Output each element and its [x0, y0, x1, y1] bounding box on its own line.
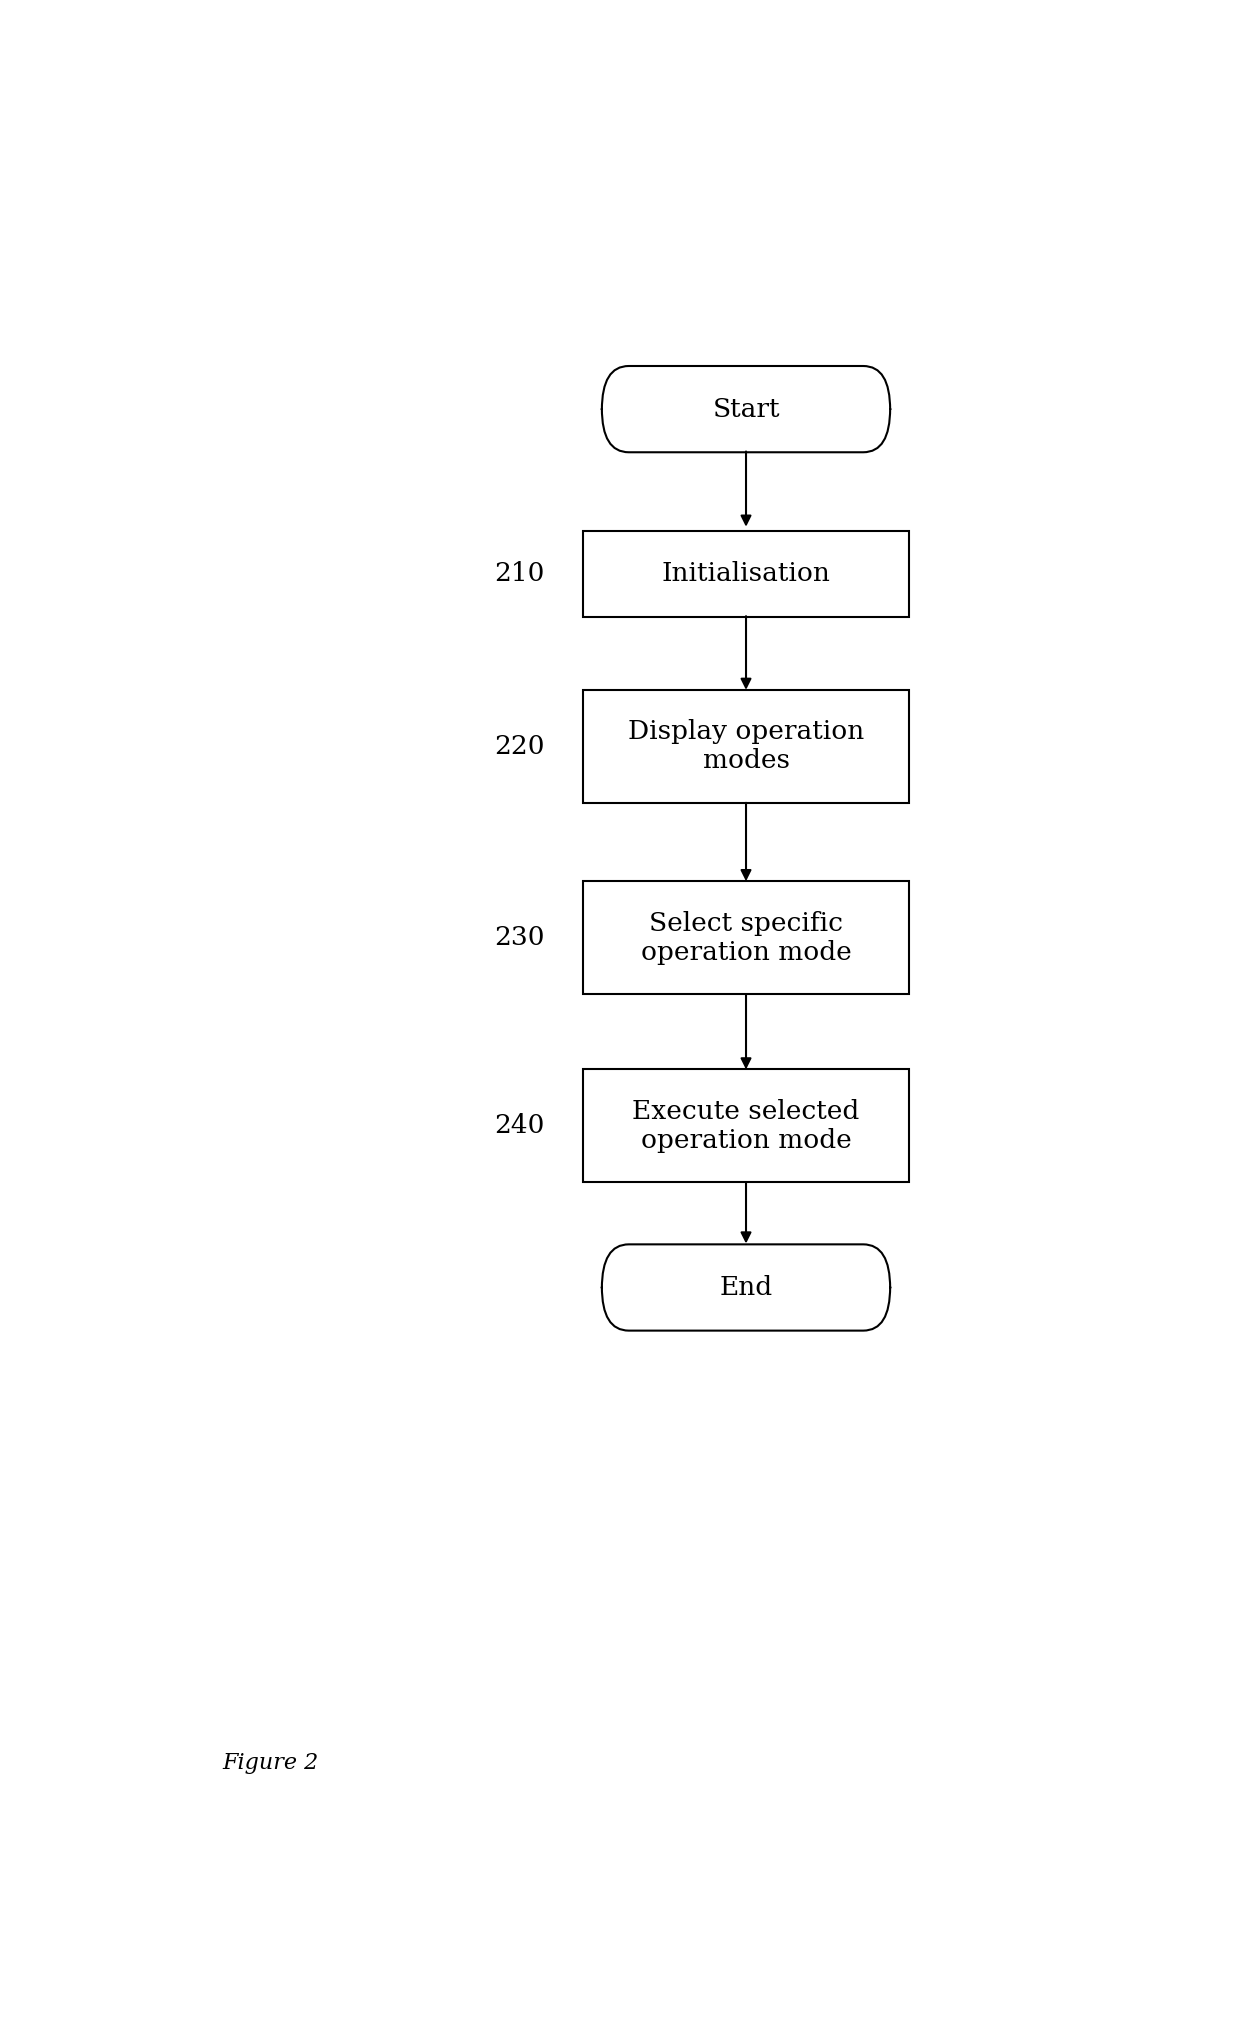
Text: Initialisation: Initialisation [662, 562, 831, 587]
Text: Start: Start [712, 397, 780, 422]
Text: 220: 220 [494, 733, 544, 760]
FancyBboxPatch shape [583, 882, 909, 994]
FancyBboxPatch shape [583, 532, 909, 617]
FancyBboxPatch shape [583, 691, 909, 803]
FancyBboxPatch shape [601, 1245, 890, 1330]
Text: 230: 230 [494, 925, 544, 949]
Text: Figure 2: Figure 2 [222, 1752, 319, 1774]
Text: 240: 240 [494, 1114, 544, 1139]
Text: 210: 210 [494, 562, 544, 587]
Text: End: End [719, 1275, 773, 1300]
Text: Execute selected
operation mode: Execute selected operation mode [632, 1098, 859, 1153]
FancyBboxPatch shape [583, 1069, 909, 1181]
Text: Display operation
modes: Display operation modes [627, 719, 864, 774]
FancyBboxPatch shape [601, 367, 890, 452]
Text: Select specific
operation mode: Select specific operation mode [641, 911, 852, 966]
